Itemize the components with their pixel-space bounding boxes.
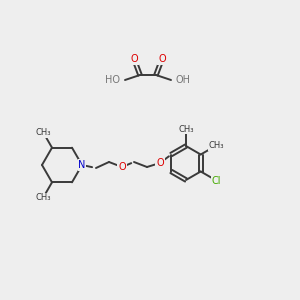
Text: O: O	[156, 158, 164, 168]
Text: CH₃: CH₃	[178, 124, 194, 134]
Text: O: O	[118, 162, 126, 172]
Text: O: O	[158, 54, 166, 64]
Text: CH₃: CH₃	[208, 141, 224, 150]
Text: Cl: Cl	[212, 176, 221, 185]
Text: O: O	[130, 54, 138, 64]
Text: CH₃: CH₃	[36, 128, 51, 137]
Text: HO: HO	[105, 75, 120, 85]
Text: OH: OH	[176, 75, 191, 85]
Text: N: N	[78, 160, 86, 170]
Text: CH₃: CH₃	[35, 194, 51, 202]
